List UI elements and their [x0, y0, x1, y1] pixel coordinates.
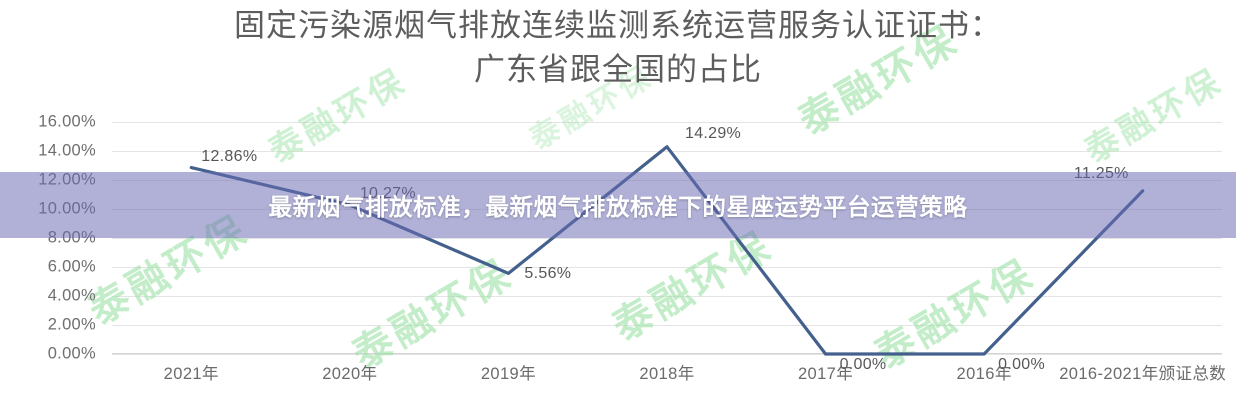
chart-title-line-2: 广东省跟全国的占比	[474, 52, 762, 87]
y-axis-tick-label: 14.00%	[38, 141, 96, 160]
y-axis-tick-label: 0.00%	[47, 344, 96, 363]
series-line-chart	[112, 122, 1222, 354]
x-axis-tick-label: 2018年	[639, 365, 695, 383]
x-axis-tick-label: 2020年	[322, 365, 378, 383]
y-axis-tick-label: 2.00%	[47, 315, 96, 334]
y-axis: 0.00%2.00%4.00%6.00%8.00%10.00%12.00%14.…	[0, 113, 104, 363]
x-axis-tick-label: 2016年	[956, 365, 1012, 383]
x-axis-tick-label: 2016-2021年颁证总数	[1059, 365, 1227, 383]
x-axis: 2021年 2020年 2019年 2018年 2017年 2016年 2016-2021年…	[112, 360, 1226, 390]
data-point-label: 0.00%	[998, 356, 1046, 373]
data-point-label: 5.56%	[524, 265, 572, 283]
grid-line	[112, 267, 1222, 268]
x-axis-tick-label: 2017年	[797, 365, 854, 383]
x-axis-tick-label: 2019年	[480, 365, 537, 383]
grid-line	[112, 122, 1222, 123]
grid-line	[112, 151, 1222, 152]
grid-line	[112, 296, 1222, 297]
grid-line	[112, 325, 1222, 326]
x-axis-tick-label: 2021年	[163, 365, 219, 383]
data-point-label: 14.29%	[685, 124, 742, 142]
chart-title-line-1: 固定污染源烟气排放连续监测系统运营服务认证证书：	[234, 8, 1002, 43]
data-point-label: 12.86%	[201, 147, 258, 165]
grid-line	[112, 238, 1222, 239]
data-point-label: 0.00%	[839, 356, 887, 373]
overlay-banner-text: 最新烟气排放标准，最新烟气排放标准下的星座运势平台运营策略	[268, 194, 968, 220]
y-axis-tick-label: 6.00%	[47, 257, 96, 276]
chart-title: 固定污染源烟气排放连续监测系统运营服务认证证书： 广东省跟全国的占比	[0, 4, 1236, 92]
x-axis-line	[112, 353, 1222, 354]
y-axis-tick-label: 16.00%	[38, 112, 96, 131]
grid-line	[112, 354, 1222, 355]
overlay-banner: 最新烟气排放标准，最新烟气排放标准下的星座运势平台运营策略	[0, 172, 1236, 238]
y-axis-tick-label: 4.00%	[47, 286, 96, 305]
